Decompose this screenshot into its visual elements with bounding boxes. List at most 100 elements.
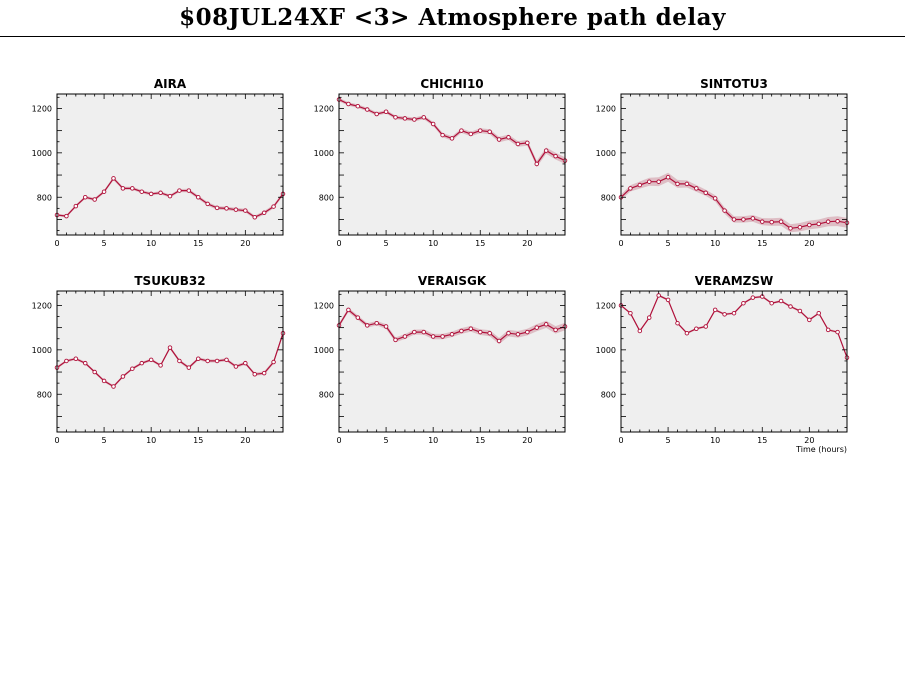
data-point [120, 374, 126, 379]
y-tick-label: 1000 [314, 346, 334, 355]
data-point [778, 298, 784, 304]
data-point [243, 360, 248, 366]
data-point [628, 186, 633, 191]
data-point [694, 326, 699, 331]
y-tick-label: 1200 [32, 301, 52, 310]
data-point [506, 330, 511, 336]
panel-title: TSUKUB32 [134, 274, 205, 288]
data-point [92, 369, 97, 375]
data-point [224, 357, 229, 363]
x-tick-label: 5 [666, 239, 671, 248]
data-point [374, 111, 379, 117]
data-point [788, 226, 793, 231]
error-band [621, 172, 847, 233]
data-point [694, 186, 699, 191]
data-point [412, 117, 417, 122]
y-tick-label: 800 [601, 390, 616, 399]
y-tick-label: 1000 [596, 149, 616, 158]
data-point [214, 358, 220, 364]
data-point [525, 329, 530, 335]
data-point [647, 315, 652, 320]
data-point [628, 310, 633, 316]
data-point [365, 107, 370, 112]
y-tick-label: 800 [37, 390, 52, 399]
x-tick-label: 0 [618, 436, 623, 445]
data-point [778, 219, 784, 224]
data-point [64, 213, 69, 219]
panel-tsukub32: TSUKUB32 0 5 10 15 20 800 1000 1200 [32, 274, 286, 445]
data-point [139, 360, 144, 366]
data-point [393, 115, 398, 120]
y-tick-label: 1000 [596, 346, 616, 355]
data-point [449, 332, 455, 337]
plot-area [621, 94, 847, 235]
data-point [224, 206, 229, 211]
y-tick-label: 800 [319, 193, 334, 202]
data-point [214, 205, 220, 211]
data-point [130, 186, 135, 191]
data-point [750, 295, 756, 300]
data-point [421, 329, 427, 335]
panel-title: VERAMZSW [695, 274, 774, 288]
data-point [139, 189, 144, 194]
data-point [478, 128, 483, 133]
x-tick-label: 20 [804, 436, 814, 445]
data-point [496, 338, 502, 344]
data-point [534, 161, 540, 167]
x-tick-label: 5 [666, 436, 671, 445]
x-tick-label: 10 [710, 239, 720, 248]
data-point [665, 175, 671, 180]
panel-veramzsw: VERAMZSW 0 5 10 15 20 800 1000 1200 Time (hours) [596, 274, 850, 454]
data-point [656, 293, 661, 298]
x-tick-label: 15 [193, 239, 203, 248]
data-point [496, 137, 502, 142]
data-point [449, 136, 455, 141]
x-axis-label: Time (hours) [795, 445, 847, 454]
data-point [637, 328, 643, 334]
page-title: $08JUL24XF <3> Atmosphere path delay [179, 4, 726, 31]
data-point [825, 219, 831, 224]
x-tick-label: 10 [146, 239, 156, 248]
data-point [788, 304, 793, 309]
data-point [553, 153, 558, 159]
data-point [195, 356, 201, 361]
data-point [515, 332, 521, 337]
data-point [346, 101, 351, 107]
data-point [421, 115, 427, 120]
x-tick-label: 20 [240, 436, 250, 445]
data-point [73, 203, 79, 209]
data-point [741, 300, 746, 306]
y-tick-label: 1200 [32, 104, 52, 113]
x-tick-label: 15 [475, 239, 485, 248]
data-point [543, 322, 549, 327]
data-point [158, 363, 163, 368]
data-point [186, 188, 192, 193]
panel-chichi10: CHICHI10 0 5 10 15 20 800 1000 1200 [314, 77, 568, 248]
data-point [383, 324, 389, 329]
panel-veraisgk: VERAISGK 0 5 10 15 20 800 1000 1200 [314, 274, 568, 445]
x-tick-label: 10 [428, 436, 438, 445]
x-tick-label: 0 [54, 436, 59, 445]
x-tick-label: 0 [336, 436, 341, 445]
title-divider [0, 36, 905, 37]
data-point [261, 370, 267, 376]
y-tick-label: 1000 [32, 149, 52, 158]
data-point [252, 214, 257, 220]
data-point [731, 217, 737, 222]
data-point [722, 208, 727, 213]
data-point [365, 323, 370, 328]
x-tick-label: 0 [54, 239, 59, 248]
data-point [684, 330, 690, 336]
x-tick-label: 20 [804, 239, 814, 248]
data-point [177, 188, 182, 193]
x-tick-label: 20 [522, 436, 532, 445]
data-point [148, 191, 154, 197]
data-point [487, 129, 492, 134]
data-point [120, 186, 126, 191]
data-point [816, 221, 822, 227]
data-point [111, 176, 116, 181]
data-point [712, 307, 718, 313]
data-point [167, 345, 173, 350]
data-point [515, 141, 521, 147]
data-point [261, 210, 267, 216]
